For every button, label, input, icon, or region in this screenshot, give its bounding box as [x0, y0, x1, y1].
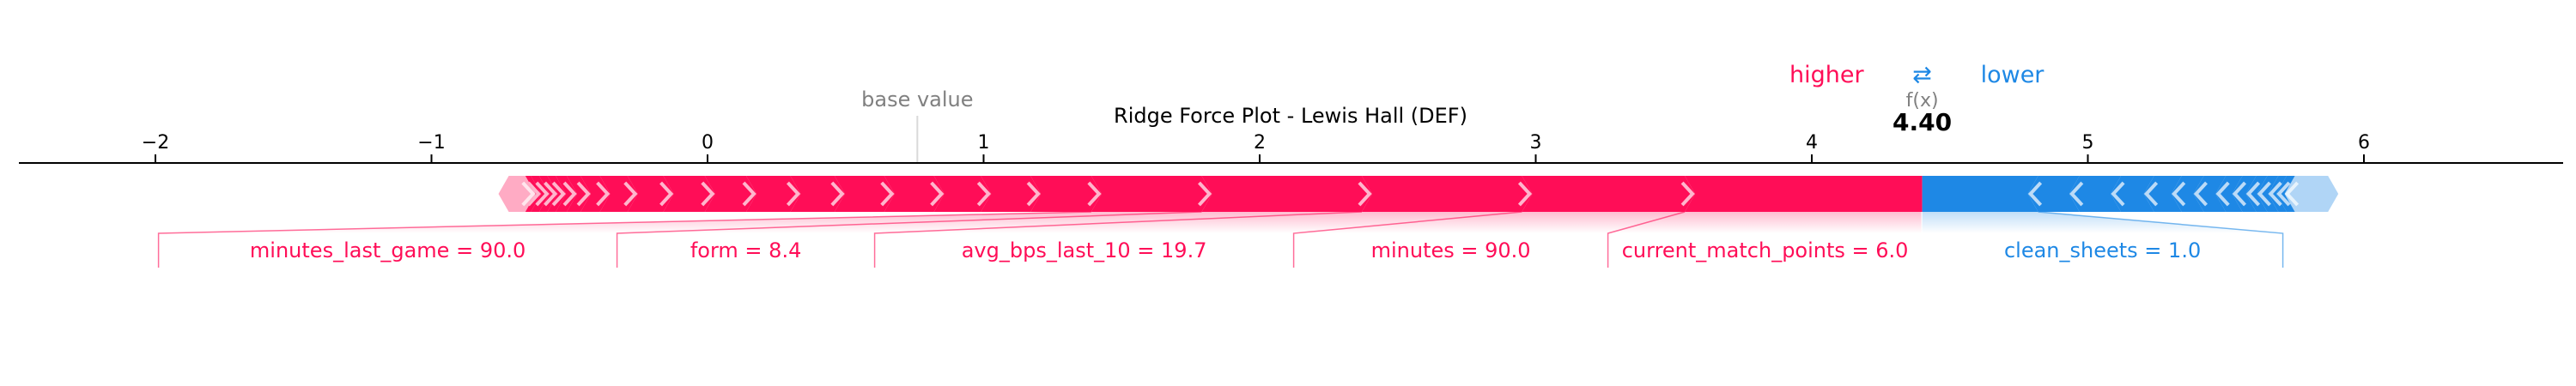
x-tick-label: 3 — [1530, 132, 1542, 154]
positive-bar-separator — [544, 181, 558, 207]
x-tick-label: 2 — [1254, 132, 1266, 154]
positive-bar-separator — [623, 181, 638, 207]
x-tick-label: 4 — [1806, 132, 1818, 154]
negative-bar-separator — [2215, 181, 2230, 207]
legend-higher-label: higher — [1789, 62, 1864, 88]
positive-bar-separator — [1680, 181, 1695, 207]
positive-connector-fill — [617, 212, 1362, 233]
x-tick-label: −1 — [417, 132, 445, 154]
negative-bar-separator — [2245, 181, 2261, 207]
positive-feature-bar — [1030, 176, 1102, 212]
positive-feature-bar — [1201, 176, 1372, 212]
negative-bar-separator — [2257, 181, 2271, 207]
positive-feature-bar — [884, 176, 945, 212]
positive-bar-separator — [1358, 181, 1372, 207]
positive-feature-bar — [1091, 176, 1212, 212]
positive-bar-separator — [880, 181, 895, 207]
positive-feature-label: form = 8.4 — [690, 238, 802, 262]
positive-feature-bar — [790, 176, 845, 212]
positive-bar-separator — [701, 181, 715, 207]
positive-connector-line — [157, 211, 1091, 268]
positive-bar-separator — [1087, 181, 1102, 207]
chart-title: Ridge Force Plot - Lewis Hall (DEF) — [1114, 104, 1467, 128]
positive-bar-separator — [976, 181, 992, 207]
negative-bar-separator — [2276, 181, 2291, 207]
feature-label-layer: current_match_points = 6.0 minutes = 90.0… — [250, 238, 2201, 262]
positive-feature-label: minutes_last_game = 90.0 — [250, 238, 526, 262]
positive-feature-label: avg_bps_last_10 = 19.7 — [962, 238, 1207, 262]
negative-feature-label: clean_sheets = 1.0 — [2004, 238, 2201, 262]
negative-bar-separator — [2193, 181, 2208, 207]
positive-feature-label: current_match_points = 6.0 — [1622, 238, 1909, 262]
positive-bar-separator — [930, 181, 945, 207]
positive-connector-fill — [1293, 212, 1686, 233]
positive-bar-separator — [659, 181, 674, 207]
negative-feature-bar — [2245, 176, 2268, 212]
bar-layer — [498, 176, 2339, 212]
positive-bar-separator — [742, 181, 756, 207]
positive-bar-separator — [596, 181, 611, 207]
positive-bar-separator — [526, 181, 541, 207]
positive-feature-bar — [580, 176, 611, 212]
positive-bar-separator — [521, 181, 536, 207]
x-tick-label: 0 — [702, 132, 714, 154]
negative-bar-separator — [2232, 181, 2247, 207]
x-axis: −2 −1 0 1 2 3 4 5 6 — [19, 132, 2563, 164]
positive-feature-bar — [834, 176, 895, 212]
x-tick-label: 6 — [2358, 132, 2370, 154]
positive-bar-separator — [1198, 181, 1212, 207]
positive-feature-bar — [567, 176, 592, 212]
negative-feature-bar — [2284, 176, 2339, 212]
positive-bar-separator — [786, 181, 801, 207]
legend-lower-label: lower — [1981, 62, 2045, 88]
positive-bar-separator — [551, 181, 566, 207]
positive-feature-bar — [1361, 176, 1533, 212]
connector-layer — [157, 211, 2284, 268]
positive-bar-separator — [562, 181, 577, 207]
positive-feature-bar — [1522, 176, 1696, 212]
positive-feature-bar — [981, 176, 1042, 212]
negative-feature-bar — [2171, 176, 2204, 212]
negative-feature-bar — [2215, 176, 2243, 212]
positive-bar-separator — [1517, 181, 1533, 207]
positive-bar-separator — [1026, 181, 1041, 207]
negative-feature-bar — [2257, 176, 2279, 212]
negative-connector-line — [2038, 211, 2284, 268]
positive-feature-bar — [556, 176, 578, 212]
positive-bar-separator — [830, 181, 845, 207]
positive-feature-bar — [933, 176, 992, 212]
x-tick-label: 1 — [978, 132, 990, 154]
negative-bar-separator — [2111, 181, 2125, 207]
negative-bar-separator — [2027, 181, 2043, 207]
legend-swap-arrows-icon: ⇄ — [1912, 62, 1932, 88]
x-tick-label: 5 — [2082, 132, 2094, 154]
negative-bar-separator — [2268, 181, 2282, 207]
negative-bar-separator — [2069, 181, 2084, 207]
negative-feature-bar — [1922, 176, 2038, 212]
negative-bar-separator — [2172, 181, 2186, 207]
negative-bar-separator — [2284, 181, 2300, 207]
positive-connector-fill — [874, 212, 1522, 233]
x-tick-label: −2 — [142, 132, 169, 154]
output-value-label: 4.40 — [1893, 108, 1952, 136]
negative-feature-bar — [2232, 176, 2257, 212]
positive-bar-separator — [535, 181, 550, 207]
positive-connector-fill — [1607, 212, 1923, 233]
fx-label: f(x) — [1906, 90, 1939, 112]
negative-bar-separator — [2143, 181, 2159, 207]
positive-bar-separator — [576, 181, 591, 207]
positive-feature-bar — [1685, 176, 1923, 212]
positive-feature-label: minutes = 90.0 — [1371, 238, 1531, 262]
negative-feature-bar — [2193, 176, 2227, 212]
positive-feature-bar — [746, 176, 801, 212]
negative-connector-fill — [1922, 212, 2283, 233]
base-value-label: base value — [861, 87, 973, 112]
